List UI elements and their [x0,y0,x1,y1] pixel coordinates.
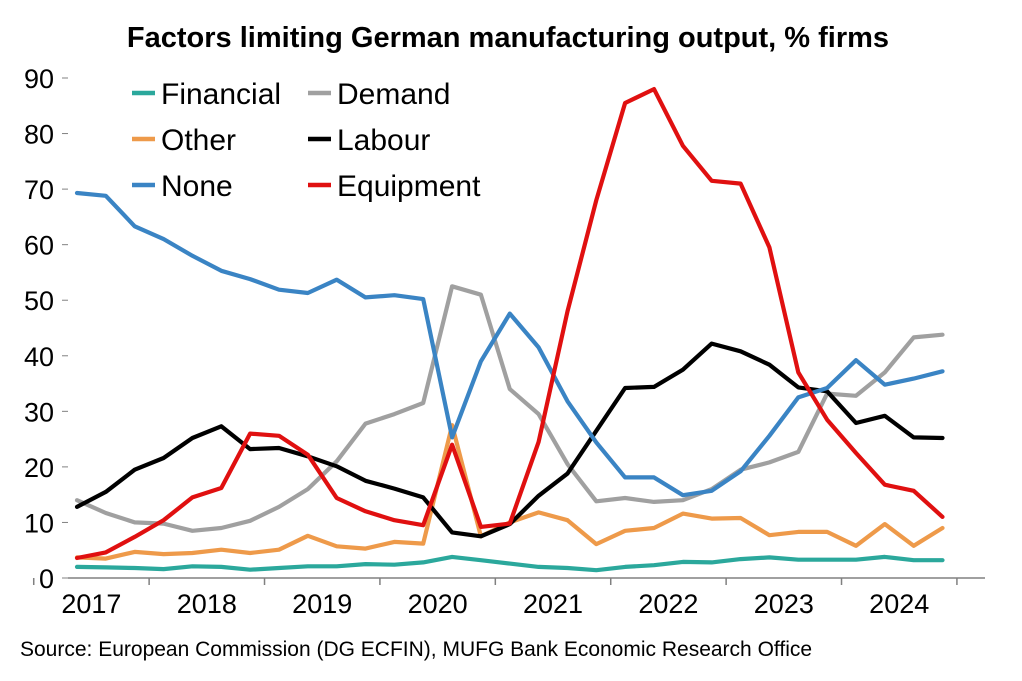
y-tick-label: 30 [24,397,54,427]
y-tick-label: 70 [24,175,54,205]
legend-label-financial: Financial [161,78,281,111]
chart-title: Factors limiting German manufacturing ou… [127,22,889,54]
legend-label-demand: Demand [337,78,450,111]
x-tick-label: 2017 [61,589,121,619]
series-line-equipment [74,86,945,561]
series-line-financial [74,554,945,573]
x-tick-label: 2024 [869,589,929,619]
series-line-demand [74,284,945,533]
source-note: Source: European Commission (DG ECFIN), … [20,638,812,661]
legend-label-none: None [161,170,233,203]
series-line-none [74,190,945,498]
x-tick-label: 2020 [408,589,468,619]
x-tick-label: 2018 [177,589,237,619]
x-tick-label: 2023 [754,589,814,619]
x-tick-label: 2021 [523,589,583,619]
series-lines [74,86,945,573]
y-tick-label: 50 [24,286,54,316]
y-tick-label: 60 [24,231,54,261]
axes: 0 10 20 30 40 50 60 70 80 90 2017 2018 2019 2020 2021 2… [24,64,985,619]
y-tick-label: 0 [39,564,54,594]
legend-label-other: Other [161,124,236,157]
x-tick-label: 2022 [638,589,698,619]
y-tick-label: 10 [24,508,54,538]
y-tick-label: 20 [24,453,54,483]
y-tick-label: 80 [24,120,54,150]
series-line-labour [74,341,945,539]
y-tick-label: 90 [24,64,54,94]
legend-label-labour: Labour [337,124,430,157]
x-tick-label: 2019 [292,589,352,619]
legend-label-equipment: Equipment [337,170,481,203]
legend: Financial Demand Other Labour None Equipment [132,78,481,203]
y-tick-label: 40 [24,342,54,372]
